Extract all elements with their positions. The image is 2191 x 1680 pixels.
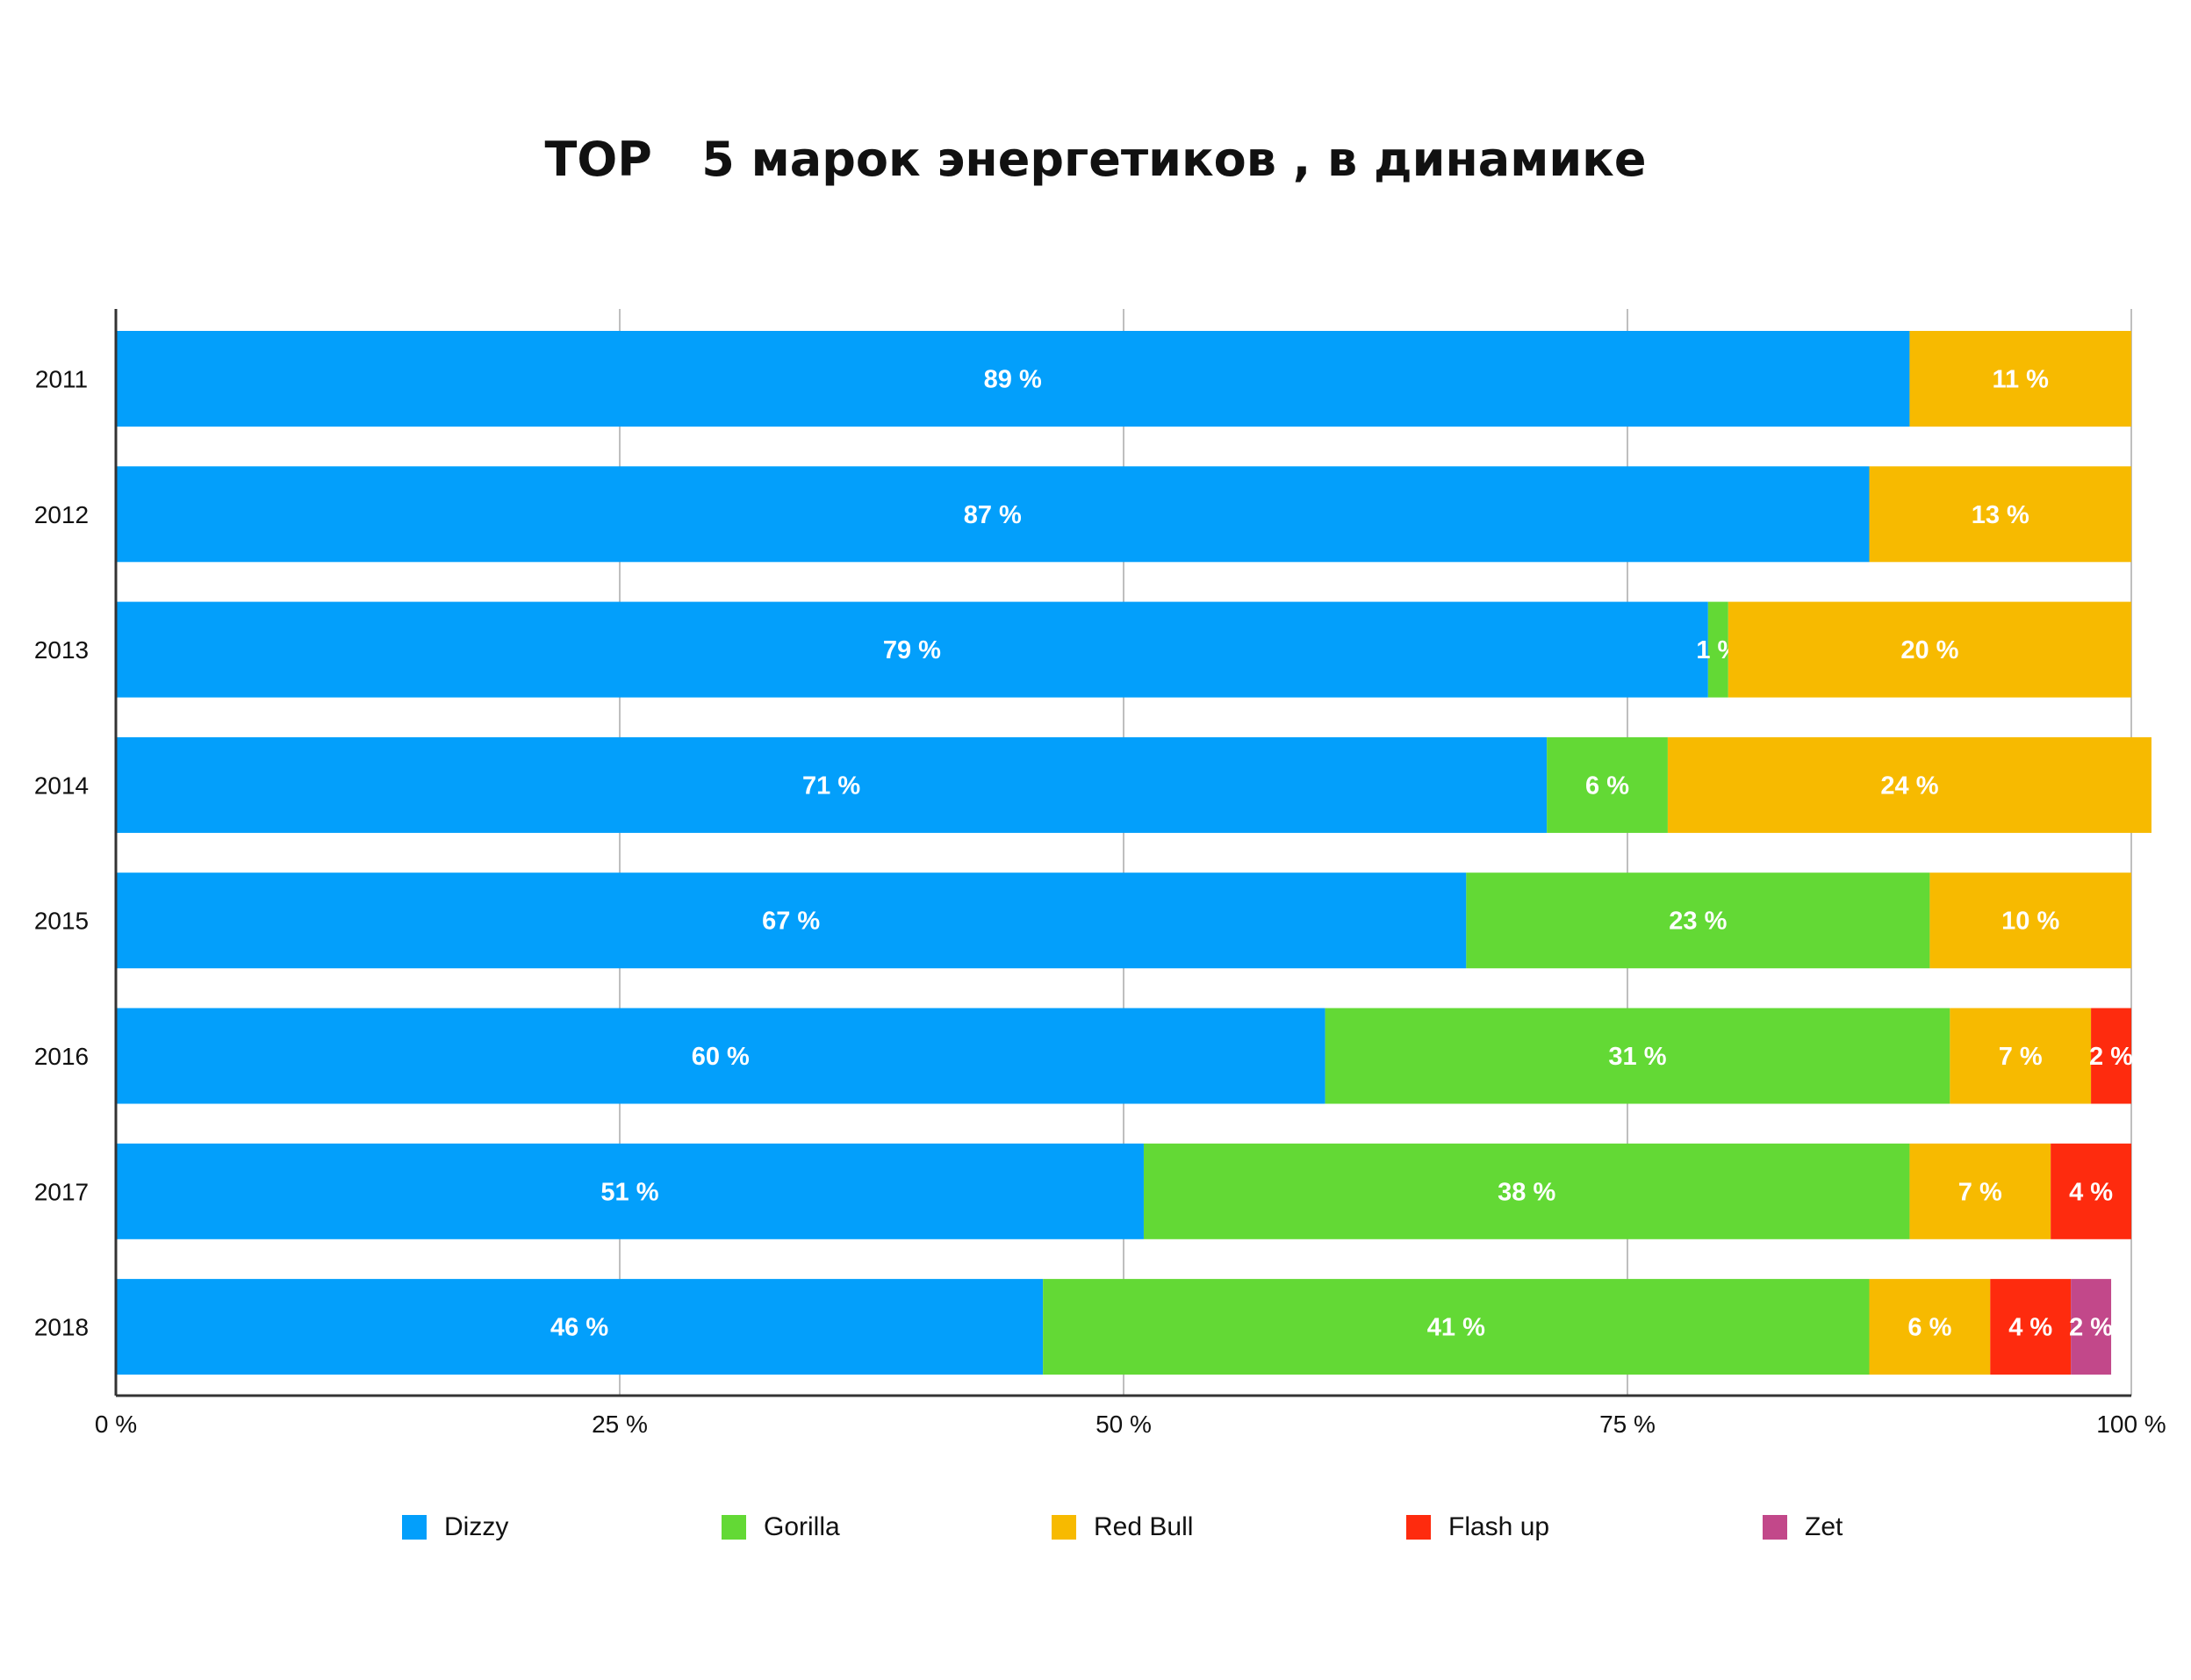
bar-red-bull-2014: [1667, 736, 2151, 833]
category-label-2017: 2017: [34, 1178, 89, 1205]
legend-label: Dizzy: [444, 1512, 509, 1541]
bar-dizzy-2017: [116, 1143, 1144, 1239]
x-tick-label-100: 100 %: [2096, 1411, 2166, 1438]
legend-swatch: [1763, 1515, 1787, 1540]
bar-red-bull-2016: [1950, 1008, 2092, 1104]
data-label-dizzy-2017: 51 %: [600, 1178, 658, 1206]
bar-zet-2018: [2071, 1279, 2112, 1375]
x-tick-label-0: 0 %: [95, 1411, 137, 1438]
legend-swatch: [722, 1515, 746, 1540]
bar-flash-up-2017: [2051, 1143, 2131, 1239]
data-label-red-bull-2018: 6 %: [1907, 1314, 1951, 1342]
bar-red-bull-2018: [1869, 1279, 1991, 1375]
bar-flash-up-2018: [1990, 1279, 2072, 1375]
legend-item-flash-up: Flash up: [1406, 1510, 1549, 1545]
data-label-dizzy-2012: 87 %: [964, 501, 1022, 529]
legend-item-dizzy: Dizzy: [402, 1510, 508, 1545]
data-label-flash-up-2018: 4 %: [2008, 1314, 2052, 1342]
bar-gorilla-2013: [1707, 601, 1728, 698]
data-label-dizzy-2015: 67 %: [762, 908, 820, 936]
data-label-gorilla-2017: 38 %: [1498, 1178, 1555, 1206]
y-category-labels: 2011 2012 2013 2014 2015 2016 2017 2018: [34, 366, 89, 1341]
data-label-zet-2018: 2 %: [2069, 1314, 2113, 1342]
bar-gorilla-2015: [1466, 872, 1930, 969]
bars: 89 % 11 %87 % 13 %79 % 1 % 20 %71 % 6 % 24 %67…: [116, 331, 2151, 1375]
category-label-2016: 2016: [34, 1043, 89, 1070]
category-label-2018: 2018: [34, 1314, 89, 1341]
bar-gorilla-2014: [1547, 736, 1668, 833]
category-label-2013: 2013: [34, 636, 89, 664]
bar-red-bull-2013: [1728, 601, 2131, 698]
legend-label: Zet: [1805, 1512, 1843, 1541]
bar-gorilla-2018: [1043, 1279, 1870, 1375]
bar-gorilla-2016: [1325, 1008, 1950, 1104]
legend-item-gorilla: Gorilla: [722, 1510, 840, 1545]
legend-swatch: [1052, 1515, 1076, 1540]
bar-gorilla-2017: [1143, 1143, 1910, 1239]
bar-red-bull-2017: [1909, 1143, 2051, 1239]
data-label-red-bull-2016: 7 %: [1999, 1043, 2043, 1071]
legend-label: Gorilla: [764, 1512, 840, 1541]
bar-red-bull-2015: [1929, 872, 2131, 969]
data-label-gorilla-2016: 31 %: [1608, 1043, 1666, 1071]
data-label-red-bull-2012: 13 %: [1972, 501, 2029, 529]
category-label-2015: 2015: [34, 908, 89, 935]
bar-dizzy-2014: [116, 736, 1548, 833]
category-label-2011: 2011: [35, 366, 88, 393]
data-label-red-bull-2013: 20 %: [1900, 636, 1958, 664]
bar-red-bull-2012: [1869, 466, 2131, 563]
legend-swatch: [402, 1515, 427, 1540]
bar-dizzy-2011: [116, 331, 1910, 427]
data-label-red-bull-2017: 7 %: [1958, 1178, 2002, 1206]
x-tick-labels: 0 % 25 % 50 % 75 % 100 %: [95, 1411, 2166, 1438]
bar-dizzy-2018: [116, 1279, 1044, 1375]
data-label-dizzy-2016: 60 %: [692, 1043, 750, 1071]
data-label-dizzy-2013: 79 %: [883, 636, 941, 664]
category-label-2012: 2012: [34, 501, 89, 528]
x-tick-label-25: 25 %: [592, 1411, 648, 1438]
legend-label: Red Bull: [1094, 1512, 1194, 1541]
data-label-gorilla-2014: 6 %: [1585, 772, 1629, 800]
x-tick-label-75: 75 %: [1599, 1411, 1656, 1438]
data-label-dizzy-2018: 46 %: [550, 1314, 608, 1342]
data-label-flash-up-2016: 2 %: [2089, 1043, 2133, 1071]
data-label-red-bull-2014: 24 %: [1880, 772, 1938, 800]
data-label-dizzy-2014: 71 %: [802, 772, 860, 800]
data-label-dizzy-2011: 89 %: [984, 366, 1042, 394]
data-label-red-bull-2015: 10 %: [2001, 908, 2059, 936]
data-label-flash-up-2017: 4 %: [2069, 1178, 2113, 1206]
legend-swatch: [1406, 1515, 1431, 1540]
bar-dizzy-2012: [116, 466, 1870, 563]
legend-item-red-bull: Red Bull: [1052, 1510, 1193, 1545]
data-label-red-bull-2011: 11 %: [1992, 366, 2049, 394]
x-tick-label-50: 50 %: [1096, 1411, 1152, 1438]
bar-flash-up-2016: [2091, 1008, 2131, 1104]
category-label-2014: 2014: [34, 772, 89, 799]
bar-dizzy-2013: [116, 601, 1708, 698]
legend-label: Flash up: [1448, 1512, 1550, 1541]
legend-item-zet: Zet: [1763, 1510, 1843, 1545]
chart-title: TOP 5 марок энергетиков , в динамике: [544, 132, 1647, 187]
axes: [114, 309, 2131, 1397]
data-label-gorilla-2015: 23 %: [1669, 908, 1727, 936]
legend: Dizzy Gorilla Red Bull Flash up Zet: [0, 1510, 2191, 1545]
bar-dizzy-2015: [116, 872, 1467, 969]
data-label-gorilla-2018: 41 %: [1427, 1314, 1485, 1342]
bar-dizzy-2016: [116, 1008, 1325, 1104]
bar-red-bull-2011: [1909, 331, 2131, 427]
